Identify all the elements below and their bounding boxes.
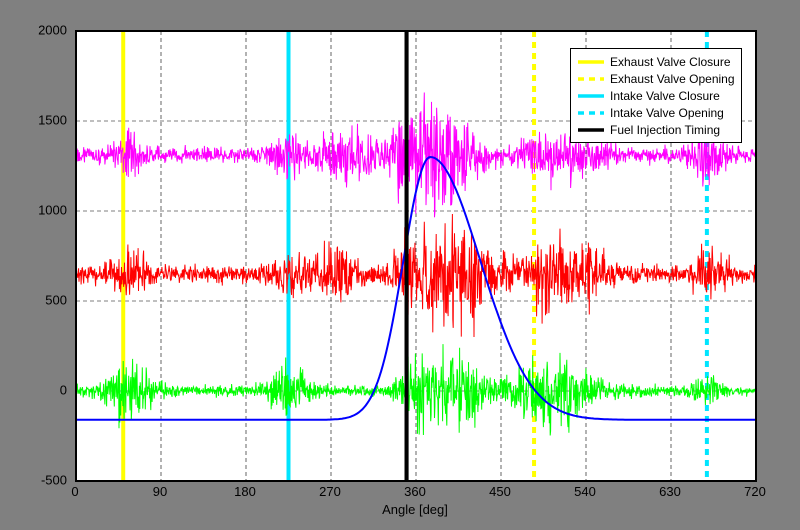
ytick-label: 500	[45, 293, 67, 308]
legend-item: Intake Valve Opening	[577, 104, 735, 121]
legend-label: Exhaust Valve Closure	[610, 55, 731, 69]
xtick-label: 90	[153, 484, 167, 499]
legend-item: Fuel Injection Timing	[577, 121, 735, 138]
legend-label: Exhaust Valve Opening	[610, 72, 735, 86]
ytick-label: 1500	[38, 113, 67, 128]
legend-label: Intake Valve Opening	[610, 106, 724, 120]
figure: Exhaust Valve Closure Exhaust Valve Openi…	[0, 0, 800, 530]
xtick-label: 450	[489, 484, 511, 499]
legend-swatch	[577, 72, 605, 86]
ytick-label: 2000	[38, 23, 67, 38]
x-axis-label: Angle [deg]	[382, 502, 448, 517]
xtick-label: 630	[659, 484, 681, 499]
legend-label: Intake Valve Closure	[610, 89, 720, 103]
xtick-label: 0	[71, 484, 78, 499]
signal-green	[76, 344, 756, 435]
legend-swatch	[577, 89, 605, 103]
xtick-label: 720	[744, 484, 766, 499]
legend-item: Exhaust Valve Opening	[577, 70, 735, 87]
xtick-label: 360	[404, 484, 426, 499]
xtick-label: 270	[319, 484, 341, 499]
legend-label: Fuel Injection Timing	[610, 123, 720, 137]
ytick-label: -500	[41, 473, 67, 488]
legend-swatch	[577, 55, 605, 69]
legend-item: Intake Valve Closure	[577, 87, 735, 104]
xtick-label: 180	[234, 484, 256, 499]
ytick-label: 1000	[38, 203, 67, 218]
legend-item: Exhaust Valve Closure	[577, 53, 735, 70]
legend-swatch	[577, 123, 605, 137]
legend-swatch	[577, 106, 605, 120]
legend: Exhaust Valve Closure Exhaust Valve Openi…	[570, 48, 742, 143]
xtick-label: 540	[574, 484, 596, 499]
ytick-label: 0	[60, 383, 67, 398]
